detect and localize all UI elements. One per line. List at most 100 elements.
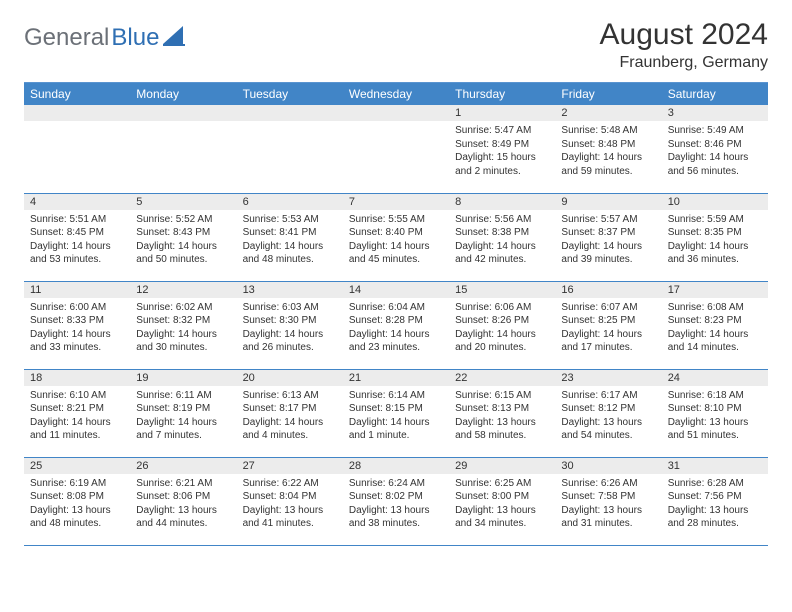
- sunrise-text: Sunrise: 5:49 AM: [668, 124, 762, 138]
- sunrise-text: Sunrise: 5:48 AM: [561, 124, 655, 138]
- empty-day-number: [343, 105, 449, 121]
- calendar-cell: [237, 105, 343, 193]
- sunset-text: Sunset: 8:21 PM: [30, 402, 124, 416]
- calendar-cell: 1Sunrise: 5:47 AMSunset: 8:49 PMDaylight…: [449, 105, 555, 193]
- daylight-text: Daylight: 14 hours and 23 minutes.: [349, 328, 443, 355]
- calendar-cell: 25Sunrise: 6:19 AMSunset: 8:08 PMDayligh…: [24, 457, 130, 545]
- daylight-text: Daylight: 14 hours and 7 minutes.: [136, 416, 230, 443]
- sunrise-text: Sunrise: 6:03 AM: [243, 301, 337, 315]
- sunset-text: Sunset: 8:40 PM: [349, 226, 443, 240]
- sunrise-text: Sunrise: 6:17 AM: [561, 389, 655, 403]
- calendar-cell: 15Sunrise: 6:06 AMSunset: 8:26 PMDayligh…: [449, 281, 555, 369]
- sunset-text: Sunset: 8:45 PM: [30, 226, 124, 240]
- daylight-text: Daylight: 14 hours and 39 minutes.: [561, 240, 655, 267]
- sunrise-text: Sunrise: 6:28 AM: [668, 477, 762, 491]
- calendar-cell: 14Sunrise: 6:04 AMSunset: 8:28 PMDayligh…: [343, 281, 449, 369]
- calendar-cell: 27Sunrise: 6:22 AMSunset: 8:04 PMDayligh…: [237, 457, 343, 545]
- sunset-text: Sunset: 8:35 PM: [668, 226, 762, 240]
- calendar-cell: 29Sunrise: 6:25 AMSunset: 8:00 PMDayligh…: [449, 457, 555, 545]
- sunset-text: Sunset: 8:26 PM: [455, 314, 549, 328]
- calendar-body: 1Sunrise: 5:47 AMSunset: 8:49 PMDaylight…: [24, 105, 768, 545]
- daylight-text: Daylight: 14 hours and 59 minutes.: [561, 151, 655, 178]
- sunrise-text: Sunrise: 6:04 AM: [349, 301, 443, 315]
- sunset-text: Sunset: 8:43 PM: [136, 226, 230, 240]
- day-number: 17: [662, 282, 768, 298]
- sunrise-text: Sunrise: 5:52 AM: [136, 213, 230, 227]
- calendar-cell: 31Sunrise: 6:28 AMSunset: 7:56 PMDayligh…: [662, 457, 768, 545]
- calendar-cell: 23Sunrise: 6:17 AMSunset: 8:12 PMDayligh…: [555, 369, 661, 457]
- daylight-text: Daylight: 14 hours and 1 minute.: [349, 416, 443, 443]
- calendar-cell: 6Sunrise: 5:53 AMSunset: 8:41 PMDaylight…: [237, 193, 343, 281]
- day-number: 6: [237, 194, 343, 210]
- daylight-text: Daylight: 14 hours and 56 minutes.: [668, 151, 762, 178]
- sunrise-text: Sunrise: 6:14 AM: [349, 389, 443, 403]
- calendar-cell: 5Sunrise: 5:52 AMSunset: 8:43 PMDaylight…: [130, 193, 236, 281]
- daylight-text: Daylight: 13 hours and 31 minutes.: [561, 504, 655, 531]
- calendar-cell: 28Sunrise: 6:24 AMSunset: 8:02 PMDayligh…: [343, 457, 449, 545]
- calendar-cell: 17Sunrise: 6:08 AMSunset: 8:23 PMDayligh…: [662, 281, 768, 369]
- day-number: 7: [343, 194, 449, 210]
- sunset-text: Sunset: 8:38 PM: [455, 226, 549, 240]
- sunset-text: Sunset: 8:15 PM: [349, 402, 443, 416]
- day-number: 3: [662, 105, 768, 121]
- calendar-cell: 20Sunrise: 6:13 AMSunset: 8:17 PMDayligh…: [237, 369, 343, 457]
- daylight-text: Daylight: 14 hours and 36 minutes.: [668, 240, 762, 267]
- sunrise-text: Sunrise: 6:06 AM: [455, 301, 549, 315]
- empty-day-number: [24, 105, 130, 121]
- sunrise-text: Sunrise: 6:11 AM: [136, 389, 230, 403]
- sunset-text: Sunset: 8:30 PM: [243, 314, 337, 328]
- sunrise-text: Sunrise: 6:26 AM: [561, 477, 655, 491]
- daylight-text: Daylight: 13 hours and 38 minutes.: [349, 504, 443, 531]
- sunset-text: Sunset: 8:23 PM: [668, 314, 762, 328]
- sunrise-text: Sunrise: 5:55 AM: [349, 213, 443, 227]
- sunset-text: Sunset: 8:32 PM: [136, 314, 230, 328]
- calendar-cell: 24Sunrise: 6:18 AMSunset: 8:10 PMDayligh…: [662, 369, 768, 457]
- calendar-cell: 13Sunrise: 6:03 AMSunset: 8:30 PMDayligh…: [237, 281, 343, 369]
- day-number: 14: [343, 282, 449, 298]
- day-number: 30: [555, 458, 661, 474]
- calendar-cell: 2Sunrise: 5:48 AMSunset: 8:48 PMDaylight…: [555, 105, 661, 193]
- sunset-text: Sunset: 8:00 PM: [455, 490, 549, 504]
- day-number: 2: [555, 105, 661, 121]
- sunset-text: Sunset: 7:58 PM: [561, 490, 655, 504]
- sunset-text: Sunset: 8:06 PM: [136, 490, 230, 504]
- sunrise-text: Sunrise: 6:18 AM: [668, 389, 762, 403]
- calendar-cell: 9Sunrise: 5:57 AMSunset: 8:37 PMDaylight…: [555, 193, 661, 281]
- calendar-week-row: 1Sunrise: 5:47 AMSunset: 8:49 PMDaylight…: [24, 105, 768, 193]
- day-number: 24: [662, 370, 768, 386]
- day-number: 9: [555, 194, 661, 210]
- sunrise-text: Sunrise: 6:22 AM: [243, 477, 337, 491]
- sunrise-text: Sunrise: 5:47 AM: [455, 124, 549, 138]
- sunrise-text: Sunrise: 5:57 AM: [561, 213, 655, 227]
- sunrise-text: Sunrise: 6:08 AM: [668, 301, 762, 315]
- day-number: 16: [555, 282, 661, 298]
- sunrise-text: Sunrise: 6:15 AM: [455, 389, 549, 403]
- calendar-cell: [343, 105, 449, 193]
- calendar-cell: 12Sunrise: 6:02 AMSunset: 8:32 PMDayligh…: [130, 281, 236, 369]
- dayhead-tue: Tuesday: [237, 83, 343, 106]
- dayhead-sun: Sunday: [24, 83, 130, 106]
- day-number: 26: [130, 458, 236, 474]
- daylight-text: Daylight: 14 hours and 4 minutes.: [243, 416, 337, 443]
- daylight-text: Daylight: 14 hours and 17 minutes.: [561, 328, 655, 355]
- logo-text-gray: General: [24, 24, 109, 52]
- sunset-text: Sunset: 7:56 PM: [668, 490, 762, 504]
- sunrise-text: Sunrise: 5:56 AM: [455, 213, 549, 227]
- sunrise-text: Sunrise: 5:59 AM: [668, 213, 762, 227]
- sunset-text: Sunset: 8:13 PM: [455, 402, 549, 416]
- calendar-week-row: 4Sunrise: 5:51 AMSunset: 8:45 PMDaylight…: [24, 193, 768, 281]
- day-number: 31: [662, 458, 768, 474]
- day-number: 23: [555, 370, 661, 386]
- sunset-text: Sunset: 8:41 PM: [243, 226, 337, 240]
- daylight-text: Daylight: 13 hours and 48 minutes.: [30, 504, 124, 531]
- calendar-cell: 4Sunrise: 5:51 AMSunset: 8:45 PMDaylight…: [24, 193, 130, 281]
- sunrise-text: Sunrise: 6:10 AM: [30, 389, 124, 403]
- sunrise-text: Sunrise: 6:07 AM: [561, 301, 655, 315]
- dayhead-thu: Thursday: [449, 83, 555, 106]
- sunrise-text: Sunrise: 5:51 AM: [30, 213, 124, 227]
- day-number: 1: [449, 105, 555, 121]
- dayhead-wed: Wednesday: [343, 83, 449, 106]
- daylight-text: Daylight: 14 hours and 11 minutes.: [30, 416, 124, 443]
- logo: GeneralBlue: [24, 24, 185, 52]
- sunset-text: Sunset: 8:12 PM: [561, 402, 655, 416]
